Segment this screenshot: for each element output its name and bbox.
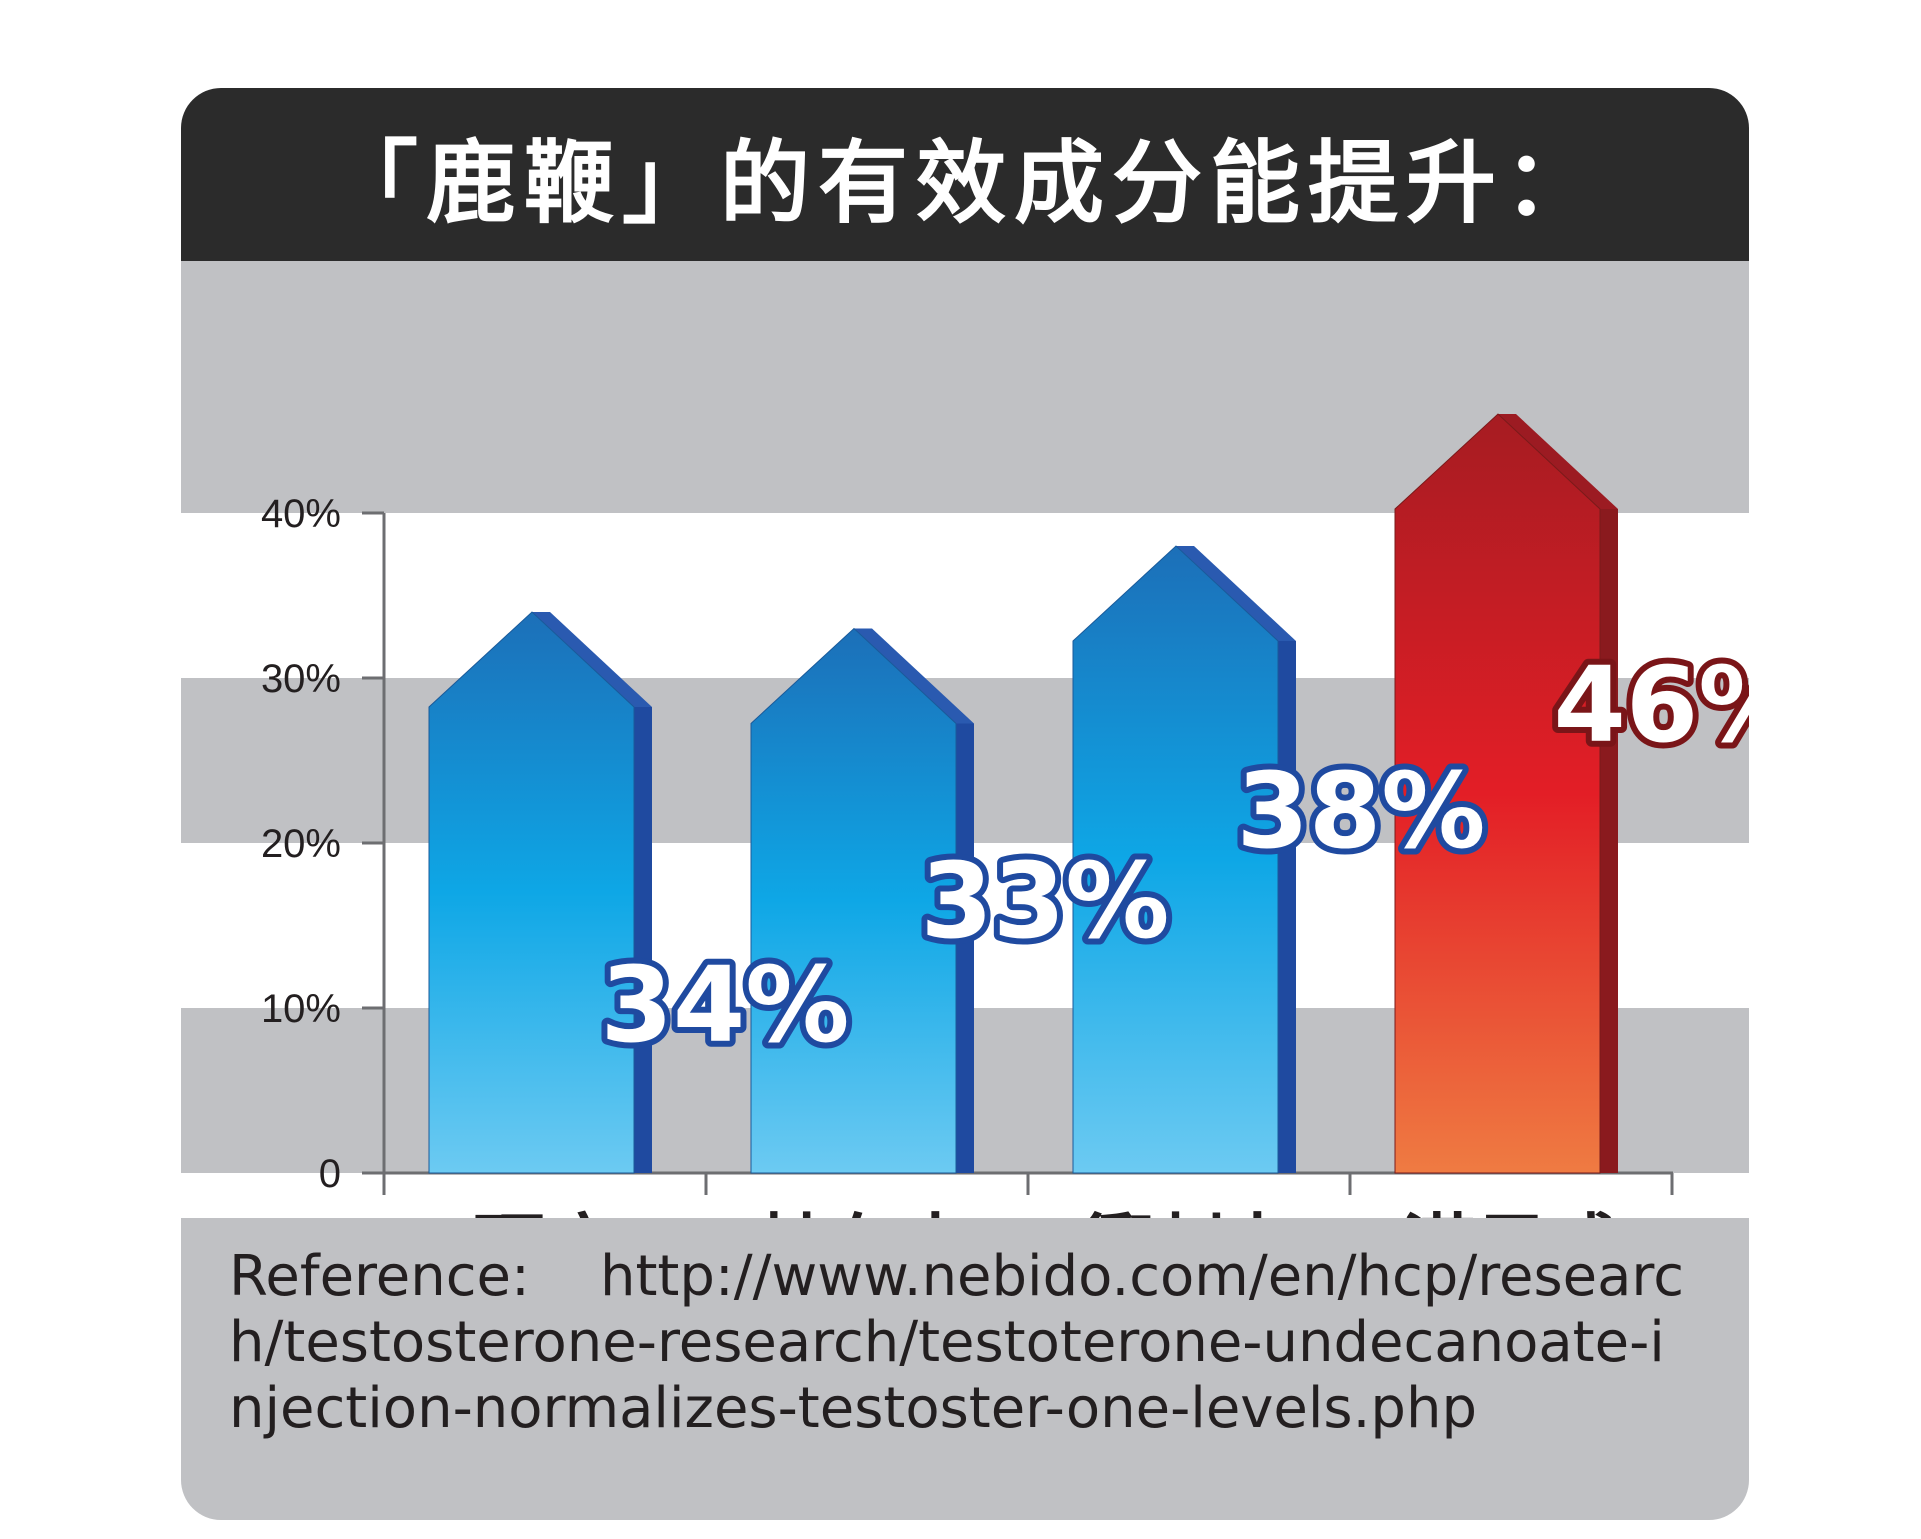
y-tick-labels: 0 10% 20% 30% 40% [261,492,341,1196]
category-label: 滿足感 [1403,1206,1619,1218]
category-label: 硬度 [473,1206,617,1218]
bar [428,611,635,1174]
bar-2 [750,627,974,1174]
bar-bevel [1498,414,1618,509]
bar-3 [1072,545,1296,1174]
infographic-card: 「鹿鞭」的有效成分能提升： 0 10% 20% 30% 40% 硬度 持久力 衝刺力 滿足感 … [181,88,1749,1520]
bar-bevel [532,612,652,707]
value-label: 46% [1554,644,1749,766]
y-tick-label: 10% [261,987,341,1031]
bar-bevel [1176,546,1296,641]
bar-chart: 0 10% 20% 30% 40% 硬度 持久力 衝刺力 滿足感 34% 33% 38% 46% [181,261,1749,1218]
title-bar: 「鹿鞭」的有效成分能提升： [181,88,1749,261]
y-tick-label: 40% [261,492,341,536]
value-label: 33% [921,840,1170,962]
bar-side [1600,509,1618,1173]
bar-side [1278,641,1296,1173]
bar-side [634,707,652,1173]
bar-4 [1394,413,1618,1174]
bar-bevel [854,628,974,724]
category-label: 持久力 [759,1206,975,1218]
y-tick-label: 30% [261,657,341,701]
reference-text: Reference: http://www.nebido.com/en/hcp/… [229,1244,1684,1441]
y-tick-label: 20% [261,822,341,866]
category-label: 衝刺力 [1080,1206,1297,1218]
bar [1394,413,1601,1174]
chart-title: 「鹿鞭」的有效成分能提升： [328,130,1602,236]
reference-box: Reference: http://www.nebido.com/en/hcp/… [181,1218,1749,1520]
value-label: 34% [601,944,850,1066]
value-label: 38% [1237,750,1486,872]
bar [1072,545,1279,1174]
y-tick-label: 0 [319,1152,341,1196]
bars [428,413,1618,1174]
bar [750,627,957,1174]
bar-side [956,723,974,1173]
bar-1 [428,611,652,1174]
value-labels: 34% 33% 38% 46% [595,638,1749,1072]
category-labels: 硬度 持久力 衝刺力 滿足感 [473,1206,1619,1218]
